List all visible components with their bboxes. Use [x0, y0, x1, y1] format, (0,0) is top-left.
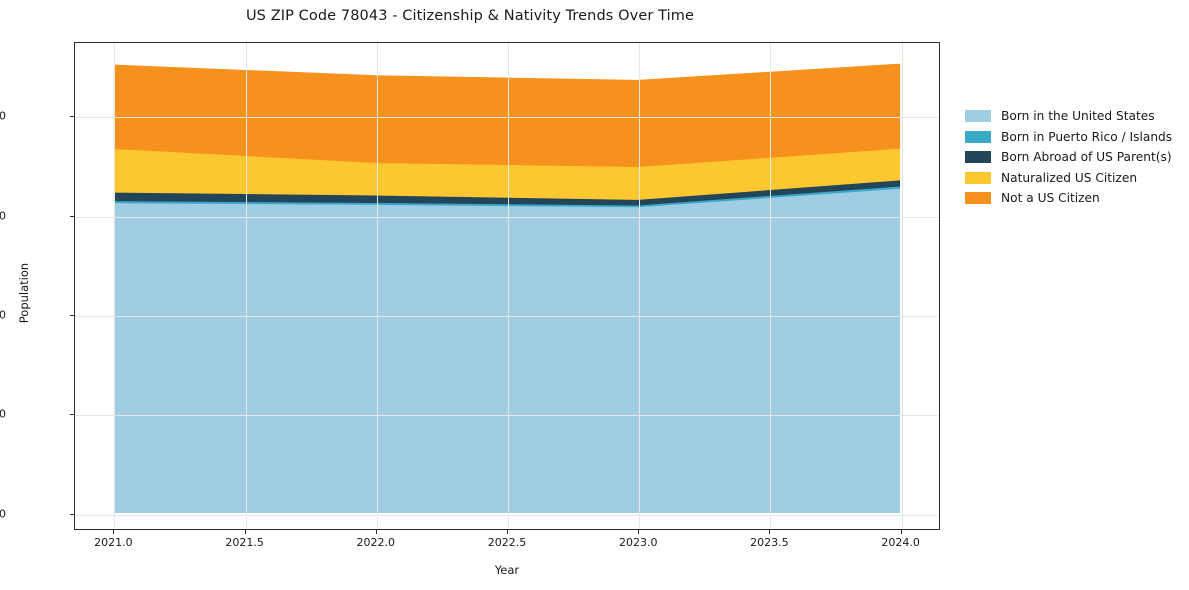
legend-swatch [965, 110, 991, 123]
legend-swatch [965, 192, 991, 205]
legend-item[interactable]: Not a US Citizen [965, 188, 1180, 209]
x-axis-label: Year [494, 563, 520, 577]
y-axis-tick-label: 40,000 [0, 109, 6, 123]
gridline-horizontal [75, 316, 939, 318]
chart-title: US ZIP Code 78043 - Citizenship & Nativi… [245, 8, 695, 24]
y-axis-tick-label: 30,000 [0, 209, 6, 223]
legend-swatch [965, 151, 991, 164]
gridline-horizontal [75, 117, 939, 119]
y-axis-tick-mark [70, 215, 74, 217]
y-axis-tick-mark [70, 315, 74, 317]
legend-swatch [965, 171, 991, 184]
y-axis-tick-mark [70, 414, 74, 416]
legend-item-label: Not a US Citizen [1001, 191, 1100, 206]
legend-swatch [965, 130, 991, 143]
x-axis-tick-mark [244, 530, 246, 534]
y-axis-tick-label: 0 [0, 507, 6, 521]
y-axis-tick-mark [70, 513, 74, 515]
x-axis-tick-mark [900, 530, 902, 534]
gridline-vertical [770, 43, 772, 529]
gridline-horizontal [75, 514, 939, 516]
x-axis-tick-label: 2024.0 [881, 536, 920, 549]
x-axis-tick-label: 2021.0 [94, 536, 133, 549]
gridline-vertical [901, 43, 903, 529]
gridline-vertical [245, 43, 247, 529]
gridline-horizontal [75, 415, 939, 417]
legend-item[interactable]: Born Abroad of US Parent(s) [965, 147, 1180, 168]
gridline-vertical [639, 43, 641, 529]
area-series [113, 188, 901, 514]
legend-item-label: Born Abroad of US Parent(s) [1001, 150, 1172, 165]
chart-legend: Born in the United States Born in Puerto … [965, 106, 1180, 209]
x-axis-tick-mark [507, 530, 508, 534]
legend-item[interactable]: Born in Puerto Rico / Islands [965, 127, 1180, 148]
x-axis-tick-label: 2022.5 [487, 536, 527, 549]
gridline-horizontal [75, 216, 939, 218]
area-series [113, 63, 901, 168]
x-axis-tick-label: 2023.5 [750, 536, 789, 549]
y-axis-label: Population [17, 262, 31, 324]
gridline-vertical [376, 43, 378, 529]
x-axis-tick-label: 2023.0 [618, 536, 658, 549]
x-axis-tick-mark [375, 530, 377, 534]
y-axis-tick-label: 20,000 [0, 308, 6, 322]
legend-item[interactable]: Naturalized US Citizen [965, 168, 1180, 189]
y-axis-tick-label: 10,000 [0, 407, 6, 421]
gridline-vertical [114, 43, 116, 529]
x-axis-tick-mark [113, 530, 115, 534]
legend-item-label: Born in the United States [1001, 109, 1155, 124]
gridline-vertical [508, 43, 509, 529]
stacked-area-series [113, 63, 901, 514]
plot-area [74, 42, 940, 530]
x-axis-tick-mark [638, 530, 640, 534]
y-axis-tick-mark [70, 116, 74, 118]
x-axis-tick-label: 2022.0 [356, 536, 396, 549]
legend-item[interactable]: Born in the United States [965, 106, 1180, 127]
legend-item-label: Born in Puerto Rico / Islands [1001, 129, 1173, 144]
x-axis-tick-label: 2021.5 [225, 536, 264, 549]
x-axis-tick-mark [769, 530, 771, 534]
legend-item-label: Naturalized US Citizen [1001, 170, 1138, 185]
